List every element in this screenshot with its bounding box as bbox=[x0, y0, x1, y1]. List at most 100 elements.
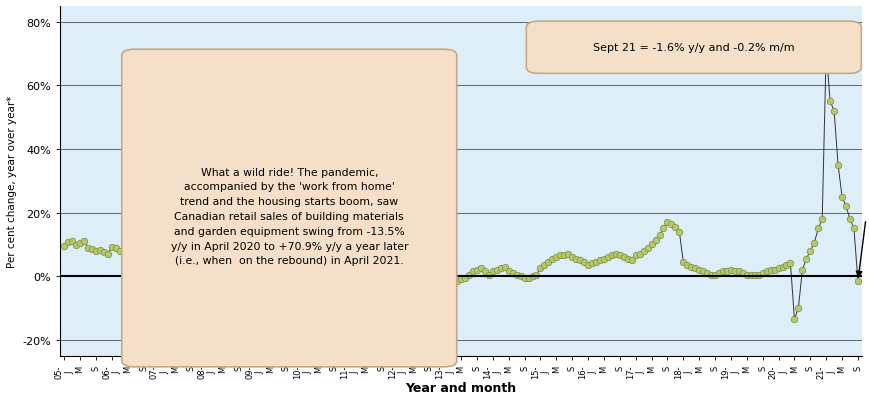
Point bbox=[169, 245, 182, 251]
Point bbox=[779, 262, 793, 269]
Point bbox=[204, 254, 218, 261]
Point bbox=[751, 271, 765, 278]
Point bbox=[497, 264, 511, 270]
Point bbox=[144, 253, 158, 259]
Point bbox=[766, 267, 780, 273]
Point bbox=[481, 271, 495, 278]
Point bbox=[200, 249, 214, 256]
Point bbox=[695, 269, 709, 275]
Point bbox=[747, 271, 761, 278]
Point bbox=[616, 254, 630, 261]
Point bbox=[113, 248, 127, 254]
Point bbox=[596, 256, 610, 262]
Point bbox=[414, 288, 428, 294]
Point bbox=[786, 316, 800, 322]
Point bbox=[362, 257, 376, 264]
Point bbox=[568, 256, 582, 262]
Point bbox=[731, 269, 745, 275]
Point bbox=[703, 271, 717, 278]
Point bbox=[421, 284, 435, 291]
Point bbox=[152, 246, 166, 253]
Point bbox=[232, 270, 246, 277]
Point bbox=[303, 273, 317, 279]
Point bbox=[684, 264, 698, 270]
Point bbox=[838, 203, 852, 210]
Point bbox=[156, 244, 170, 251]
Point bbox=[819, 49, 833, 55]
Point bbox=[172, 245, 186, 252]
Point bbox=[438, 288, 452, 294]
Point bbox=[715, 269, 729, 275]
Point bbox=[735, 270, 749, 277]
Point bbox=[608, 251, 622, 257]
Point bbox=[469, 267, 483, 273]
Point bbox=[208, 257, 222, 264]
Point bbox=[675, 259, 689, 265]
Point bbox=[446, 279, 460, 286]
Point bbox=[136, 252, 150, 258]
Text: Sept 21 = -1.6% y/y and -0.2% m/m: Sept 21 = -1.6% y/y and -0.2% m/m bbox=[593, 43, 793, 53]
Point bbox=[640, 245, 653, 251]
Point bbox=[799, 256, 813, 262]
Point bbox=[537, 262, 551, 269]
Point bbox=[636, 248, 650, 254]
Point bbox=[628, 253, 642, 259]
Point bbox=[398, 304, 412, 310]
Point bbox=[81, 245, 95, 251]
Point bbox=[533, 265, 547, 272]
Y-axis label: Per cent change, year over year*: Per cent change, year over year* bbox=[7, 95, 17, 267]
Point bbox=[711, 270, 725, 277]
Point bbox=[70, 242, 83, 249]
Point bbox=[660, 219, 673, 226]
Point bbox=[727, 269, 741, 275]
Point bbox=[410, 291, 424, 297]
Point bbox=[458, 275, 472, 281]
Point bbox=[350, 246, 364, 253]
Point bbox=[680, 262, 693, 269]
Point bbox=[180, 248, 194, 254]
Point bbox=[418, 286, 432, 292]
Point bbox=[505, 270, 519, 277]
Point bbox=[771, 265, 785, 272]
Point bbox=[474, 265, 488, 272]
Point bbox=[494, 265, 507, 272]
Point bbox=[212, 259, 226, 265]
Point bbox=[466, 269, 480, 275]
Point bbox=[188, 251, 202, 257]
Point bbox=[509, 271, 523, 278]
Point bbox=[441, 283, 455, 289]
Point bbox=[105, 244, 119, 251]
Point bbox=[576, 259, 590, 265]
Point bbox=[588, 259, 602, 265]
Point bbox=[287, 281, 301, 288]
Point bbox=[656, 226, 670, 232]
Point bbox=[802, 248, 816, 254]
Point bbox=[430, 292, 444, 299]
Point bbox=[667, 224, 681, 231]
Point bbox=[96, 249, 110, 256]
Point bbox=[692, 267, 706, 273]
Point bbox=[251, 291, 265, 297]
Point bbox=[259, 300, 273, 307]
Point bbox=[647, 237, 661, 243]
Point bbox=[255, 296, 269, 302]
Point bbox=[774, 264, 788, 270]
Point bbox=[121, 249, 135, 256]
Point bbox=[370, 265, 384, 272]
Point bbox=[279, 284, 293, 291]
Point bbox=[331, 216, 345, 223]
Point bbox=[720, 269, 733, 275]
Point bbox=[386, 299, 400, 305]
Point bbox=[783, 261, 797, 267]
Point bbox=[124, 252, 138, 258]
Point bbox=[557, 253, 571, 259]
Point bbox=[600, 254, 614, 261]
Point bbox=[283, 283, 297, 289]
Point bbox=[593, 257, 607, 264]
Point bbox=[367, 262, 381, 269]
Point bbox=[77, 238, 91, 245]
Point bbox=[196, 250, 209, 257]
Point bbox=[406, 296, 420, 302]
Point bbox=[240, 275, 254, 281]
Point bbox=[794, 267, 808, 273]
